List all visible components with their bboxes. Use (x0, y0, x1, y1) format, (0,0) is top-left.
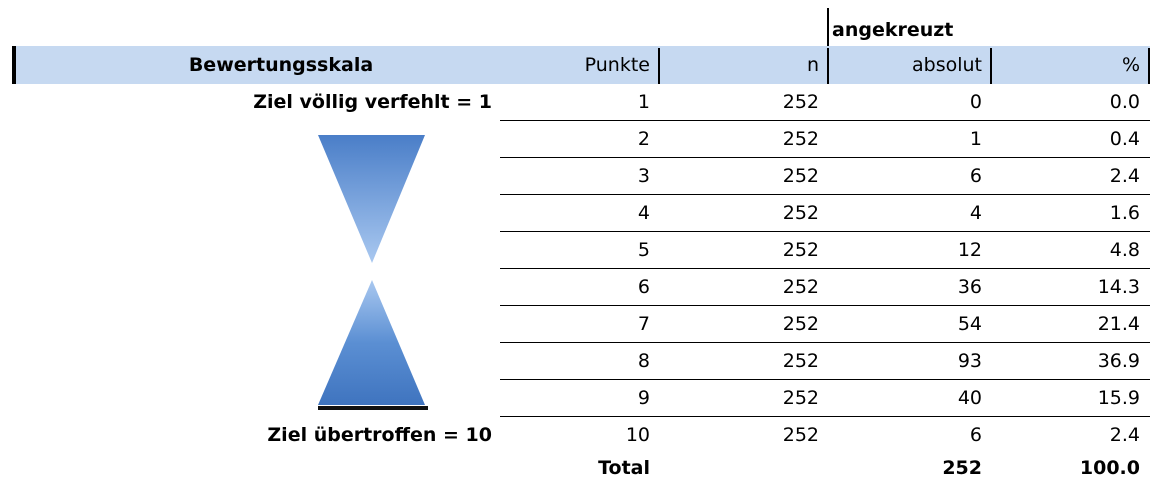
cell: 252 (782, 313, 819, 335)
cell: 14.3 (1097, 276, 1140, 298)
cell: 252 (782, 239, 819, 261)
cell: 0.0 (1109, 91, 1140, 113)
scale-label: Ziel übertroffen = 10 (267, 424, 492, 446)
cell: 0.4 (1109, 128, 1140, 150)
group-border (827, 8, 829, 46)
cell: 252 (782, 91, 819, 113)
cell: 4 (637, 202, 650, 224)
cell: 252 (782, 276, 819, 298)
row-line (500, 120, 1150, 121)
col-header: Punkte (584, 54, 650, 76)
cell: 0 (969, 91, 982, 113)
col-header: Bewertungsskala (188, 54, 374, 76)
col-border (990, 48, 992, 84)
cell: 6 (637, 276, 650, 298)
up-triangle (318, 280, 425, 405)
row-line (500, 379, 1150, 380)
scale-label: Ziel völlig verfehlt = 1 (253, 91, 492, 113)
cell: 252 (782, 387, 819, 409)
cell: 8 (637, 350, 650, 372)
cell: 4 (969, 202, 982, 224)
cell: 252 (782, 424, 819, 446)
down-triangle (318, 135, 425, 263)
cell: 1 (969, 128, 982, 150)
cell: 4.8 (1109, 239, 1140, 261)
col-header: absolut (912, 54, 982, 76)
total-cell: 100.0 (1079, 457, 1140, 479)
total-label: Total (598, 457, 650, 479)
cell: 2.4 (1109, 424, 1140, 446)
row-line (500, 157, 1150, 158)
cell: 10 (625, 424, 650, 446)
triangle-base (318, 406, 428, 410)
cell: 12 (957, 239, 982, 261)
cell: 1.6 (1109, 202, 1140, 224)
cell: 36 (957, 276, 982, 298)
cell: 1 (637, 91, 650, 113)
cell: 40 (957, 387, 982, 409)
cell: 15.9 (1097, 387, 1140, 409)
cell: 2 (637, 128, 650, 150)
header-row (12, 46, 1150, 84)
col-border (658, 48, 660, 84)
row-line (500, 342, 1150, 343)
cell: 93 (957, 350, 982, 372)
cell: 252 (782, 165, 819, 187)
cell: 252 (782, 128, 819, 150)
cell: 3 (637, 165, 650, 187)
cell: 2.4 (1109, 165, 1140, 187)
scale-arrows (318, 135, 428, 410)
col-header: % (1121, 54, 1140, 76)
cell: 54 (957, 313, 982, 335)
cell: 21.4 (1097, 313, 1140, 335)
row-line (500, 268, 1150, 269)
row-line (500, 416, 1150, 417)
col-border (1148, 48, 1150, 84)
cell: 252 (782, 202, 819, 224)
cell: 6 (969, 424, 982, 446)
total-cell: 252 (942, 457, 982, 479)
cell: 5 (637, 239, 650, 261)
col-header: n (806, 54, 819, 76)
cell: 7 (637, 313, 650, 335)
cell: 9 (637, 387, 650, 409)
cell: 252 (782, 350, 819, 372)
col-border (827, 48, 829, 84)
cell: 36.9 (1097, 350, 1140, 372)
row-line (500, 305, 1150, 306)
row-line (500, 194, 1150, 195)
cell: 6 (969, 165, 982, 187)
group-header: angekreuzt (832, 19, 954, 41)
row-line (500, 231, 1150, 232)
